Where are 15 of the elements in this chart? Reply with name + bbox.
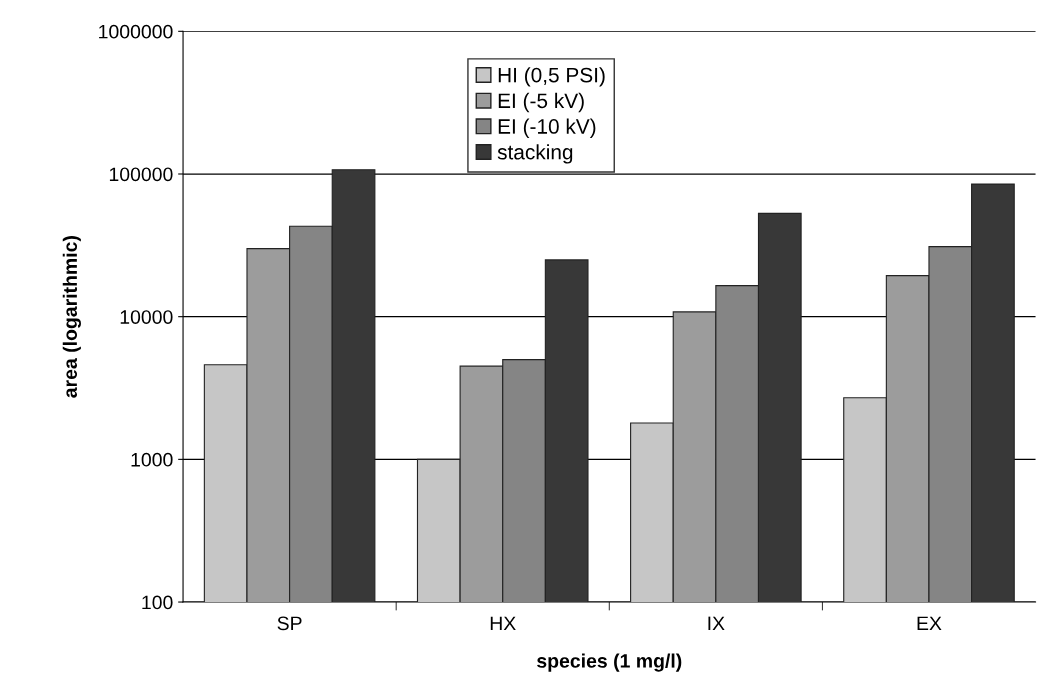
legend-label: EI (-5 kV) [498, 92, 584, 113]
y-tick-label: 1000000 [99, 24, 173, 39]
legend-label: HI (0,5 PSI) [498, 67, 605, 87]
y-tick-label: 100000 [109, 167, 173, 182]
x-tick-label: SP [277, 616, 302, 631]
y-tick-label: 100 [142, 595, 173, 610]
y-tick-label: 1000 [131, 452, 173, 467]
x-tick-label: IX [708, 616, 725, 631]
x-tick-label: HX [490, 616, 516, 631]
legend-label: EI (-10 kV) [498, 118, 596, 138]
legend-label: stacking [497, 144, 573, 164]
x-axis-title: species (1 mg/l) [537, 653, 682, 672]
y-axis-title: area (logarithmic) [62, 236, 81, 398]
y-tick-label: 10000 [120, 310, 173, 324]
x-tick-label: EX [917, 616, 942, 631]
